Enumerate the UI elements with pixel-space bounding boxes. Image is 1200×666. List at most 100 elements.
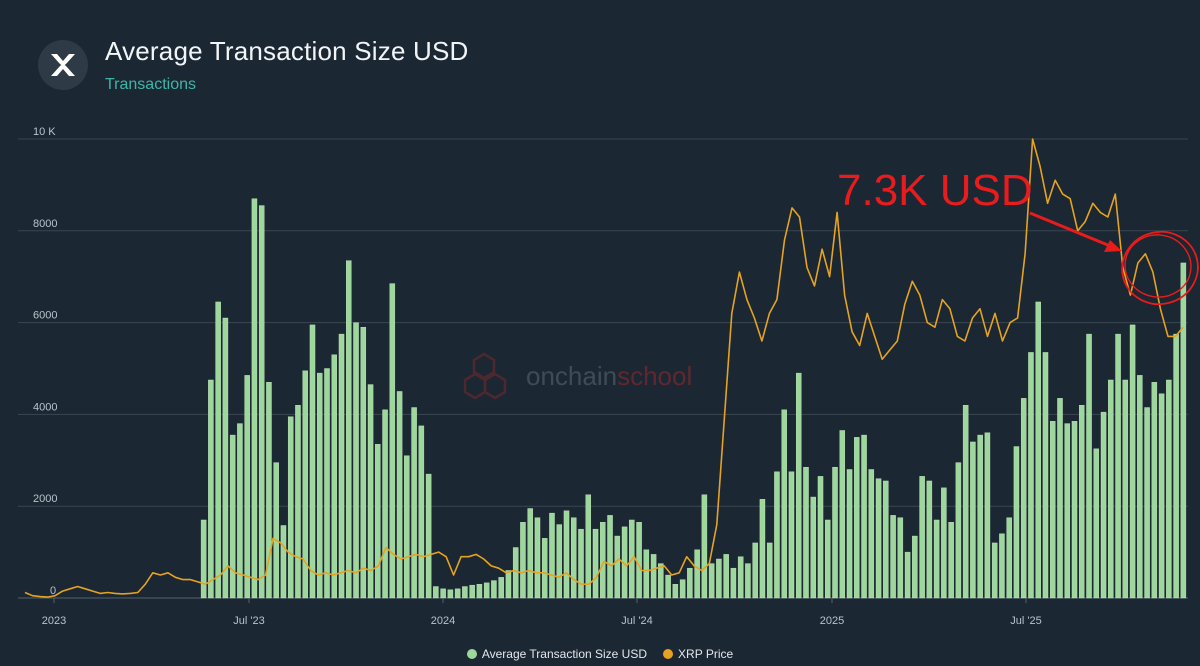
bar	[759, 499, 766, 599]
bar	[1057, 398, 1063, 599]
bar	[273, 462, 279, 599]
bar	[1006, 517, 1012, 599]
bar	[302, 370, 308, 599]
bar	[483, 582, 490, 599]
bar	[941, 487, 947, 599]
bar	[317, 372, 323, 599]
xrp-price-line	[24, 138, 1184, 598]
annotation-arrowhead	[1104, 240, 1122, 252]
bar	[854, 437, 860, 599]
bar	[404, 455, 410, 599]
chart-title: Average Transaction Size USD	[105, 36, 469, 66]
bar	[425, 473, 432, 599]
bar	[1115, 333, 1121, 599]
bar	[679, 579, 686, 599]
x-tick-label: Jul '24	[621, 615, 652, 627]
bar	[338, 333, 345, 599]
legend-item-price[interactable]: XRP Price	[663, 647, 733, 661]
bar	[999, 533, 1005, 599]
bar	[825, 519, 831, 599]
y-axis-labels: 0 2000 4000 6000 8000 10 K	[33, 126, 57, 597]
bar	[287, 416, 294, 599]
legend-dot-icon	[663, 649, 674, 659]
bar	[251, 198, 258, 599]
bar-series	[200, 198, 1187, 599]
bar	[926, 480, 933, 599]
bar	[563, 510, 570, 599]
bar	[215, 301, 221, 599]
svg-text:onchainschool: onchainschool	[526, 361, 692, 391]
x-tick-label: Jul '23	[233, 615, 264, 627]
bar	[810, 496, 816, 599]
bar	[970, 441, 976, 599]
bar	[280, 525, 287, 599]
bar	[984, 432, 991, 599]
xrp-logo-icon	[38, 40, 88, 90]
bar	[817, 476, 824, 599]
bar	[295, 405, 301, 599]
chart-header: Average Transaction Size USD Transaction…	[0, 0, 1200, 110]
bar	[991, 542, 998, 599]
bar	[244, 375, 250, 599]
bar	[353, 322, 359, 599]
bar	[846, 469, 853, 599]
bar	[418, 425, 425, 599]
bar	[324, 368, 330, 599]
bar	[440, 588, 446, 599]
bar	[222, 317, 229, 599]
annotation-label: 7.3K USD	[837, 166, 1033, 215]
x-tick-label: 2024	[431, 615, 455, 627]
bar	[549, 512, 555, 599]
bar	[614, 535, 621, 599]
bar	[650, 554, 657, 599]
bar	[266, 382, 272, 599]
y-tick-label: 2000	[33, 493, 57, 505]
watermark-text-b: school	[617, 361, 692, 391]
bar	[367, 384, 374, 599]
x-tick-label: Jul '25	[1010, 615, 1041, 627]
bar	[1020, 398, 1027, 599]
bar	[977, 434, 983, 599]
chart-subtitle-link[interactable]: Transactions	[105, 76, 196, 93]
bar	[868, 469, 875, 599]
bar	[737, 556, 744, 599]
bar	[1158, 393, 1165, 599]
bar	[1049, 421, 1056, 599]
bar	[752, 542, 758, 599]
annotation-circle-inner	[1124, 234, 1192, 298]
bar	[897, 517, 904, 599]
bar	[600, 522, 606, 599]
bar	[469, 584, 475, 599]
bar	[1108, 379, 1114, 599]
bar	[723, 554, 729, 599]
bar	[636, 522, 642, 599]
bar	[788, 471, 795, 599]
bar	[556, 524, 562, 599]
bar	[541, 538, 548, 599]
bar	[672, 584, 679, 599]
bar	[375, 444, 381, 599]
bar	[1079, 405, 1085, 599]
y-tick-label: 6000	[33, 310, 57, 322]
legend-item-bars[interactable]: Average Transaction Size USD	[466, 647, 648, 661]
bar	[687, 567, 693, 599]
bar	[411, 407, 417, 599]
bar	[955, 462, 962, 599]
legend-label: Average Transaction Size USD	[481, 647, 648, 661]
bar	[701, 494, 708, 599]
bar	[346, 260, 352, 599]
bar	[331, 354, 338, 599]
bar	[781, 409, 787, 599]
bar	[890, 515, 896, 599]
bar	[716, 558, 722, 599]
bar	[462, 586, 468, 599]
y-tick-label: 0	[50, 585, 56, 597]
bar	[505, 570, 512, 599]
legend-label: XRP Price	[678, 647, 734, 661]
bar	[585, 494, 592, 599]
bar	[578, 528, 584, 599]
watermark-logo-icon	[463, 352, 507, 400]
bar	[839, 430, 846, 599]
bar	[237, 423, 243, 599]
bar	[933, 519, 940, 599]
